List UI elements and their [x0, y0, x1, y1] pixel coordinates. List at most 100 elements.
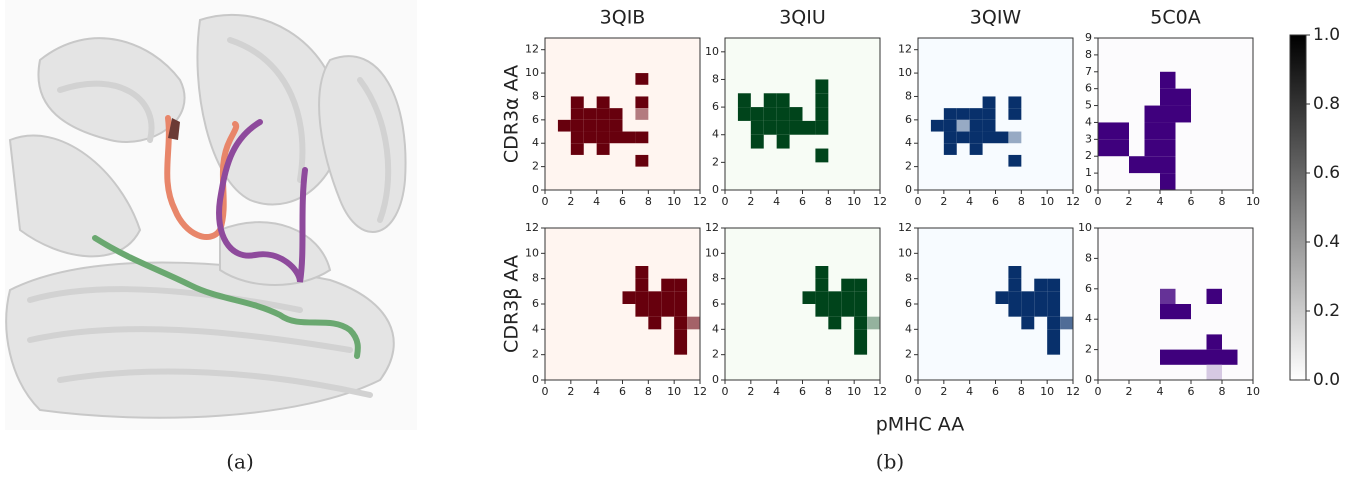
x-tick-label: 4	[773, 385, 780, 398]
x-tick-label: 6	[619, 385, 626, 398]
colorbar	[1289, 34, 1307, 381]
heatmap-cell	[841, 291, 855, 304]
heatmap-cell	[596, 119, 610, 132]
y-tick-label: 10	[705, 45, 719, 58]
heatmap-cell	[1175, 105, 1191, 123]
y-tick-label: 8	[712, 72, 719, 85]
heatmap-cell	[1034, 291, 1048, 304]
heatmap-cell	[802, 120, 816, 135]
heatmap-cell	[609, 119, 623, 132]
heatmap-cell	[1206, 288, 1222, 304]
heatmap-cell	[674, 291, 688, 304]
x-tick-label: 2	[747, 385, 754, 398]
heatmap-cell	[802, 291, 816, 304]
y-tick-label: 7	[1085, 65, 1092, 78]
plot-frame	[1097, 37, 1254, 191]
heatmap-cell	[570, 119, 584, 132]
y-tick-label: 6	[532, 113, 539, 126]
heatmap-cell	[1160, 71, 1176, 89]
x-tick-label: 10	[1040, 385, 1054, 398]
heatmap-cell	[635, 266, 649, 279]
x-tick-label: 8	[1219, 195, 1226, 208]
x-tick-label: 12	[693, 385, 707, 398]
y-tick-label: 12	[898, 221, 912, 234]
heatmap-cell	[661, 278, 675, 292]
heatmap-cell	[776, 120, 790, 135]
heatmap-cell	[828, 291, 842, 304]
x-tick-label: 8	[1018, 195, 1025, 208]
y-tick-label: 2	[905, 160, 912, 173]
panel-title: 3QIU	[779, 7, 826, 29]
heatmap-cell	[1160, 88, 1176, 106]
y-tick-label: 2	[905, 348, 912, 361]
x-tick-label: 4	[1157, 195, 1164, 208]
y-tick-label: 6	[905, 113, 912, 126]
heatmap-cell	[1160, 349, 1176, 365]
heatmap-cell	[1034, 304, 1048, 317]
y-axis-label: CDR3β AA	[501, 255, 523, 353]
heatmap-cell	[1047, 304, 1061, 317]
x-tick-label: 8	[645, 385, 652, 398]
heatmap-cell	[828, 316, 842, 330]
heatmap-cell	[635, 154, 649, 167]
heatmap-cell	[661, 291, 675, 304]
x-tick-label: 12	[1066, 385, 1080, 398]
y-tick-label: 2	[532, 348, 539, 361]
heatmap-cell	[1144, 156, 1160, 174]
heatmap-cell	[828, 304, 842, 317]
y-tick-label: 5	[1085, 99, 1092, 112]
y-tick-label: 4	[532, 136, 539, 149]
x-tick-label: 2	[567, 195, 574, 208]
y-tick-label: 0	[532, 183, 539, 196]
heatmap-cell	[841, 278, 855, 292]
protein-render	[5, 0, 417, 430]
y-tick-label: 8	[905, 272, 912, 285]
heatmap-cell	[635, 73, 649, 85]
heatmap-cell	[776, 93, 790, 108]
y-tick-label: 8	[1085, 48, 1092, 61]
heatmap-cell	[995, 131, 1009, 144]
y-tick-label: 4	[1085, 312, 1092, 325]
x-tick-label: 4	[966, 385, 973, 398]
x-tick-label: 8	[1219, 385, 1226, 398]
x-tick-label: 6	[992, 195, 999, 208]
y-tick-label: 4	[905, 136, 912, 149]
y-tick-label: 2	[1085, 343, 1092, 356]
x-tick-label: 0	[542, 195, 549, 208]
heatmap-cell	[661, 304, 675, 317]
y-tick-label: 9	[1085, 31, 1092, 44]
heatmap-cell	[1160, 105, 1176, 123]
x-tick-label: 6	[799, 385, 806, 398]
x-axis-label: pMHC AA	[876, 414, 965, 436]
y-tick-label: 6	[1085, 82, 1092, 95]
panel-title: 3QIB	[600, 7, 646, 29]
heatmap-cell	[635, 131, 649, 144]
heatmap-cell	[1160, 288, 1176, 304]
heatmap-cell	[969, 108, 983, 120]
heatmap-cell	[750, 120, 764, 135]
x-tick-label: 12	[873, 195, 887, 208]
y-tick-label: 0	[1085, 183, 1092, 196]
heatmap-cell	[1008, 154, 1022, 167]
y-tick-label: 1	[1085, 166, 1092, 179]
x-tick-label: 0	[1095, 385, 1102, 398]
heatmap-cell	[596, 131, 610, 144]
heatmap-cell	[1098, 139, 1114, 157]
heatmap-cell	[1175, 88, 1191, 106]
heatmap-cell	[1008, 304, 1022, 317]
y-axis-label: CDR3α AA	[501, 65, 523, 163]
y-tick-label: 12	[525, 221, 539, 234]
y-tick-label: 4	[905, 322, 912, 335]
heatmap-cell	[1144, 139, 1160, 157]
heatmap-cell	[609, 131, 623, 144]
heatmap-cell	[956, 108, 970, 120]
heatmap-cell	[1144, 105, 1160, 123]
y-tick-label: 4	[712, 322, 719, 335]
heatmap-cell	[1113, 122, 1129, 140]
y-tick-label: 2	[532, 160, 539, 173]
heatmap-cell	[815, 291, 829, 304]
y-tick-label: 6	[905, 297, 912, 310]
x-tick-label: 2	[747, 195, 754, 208]
x-tick-label: 10	[1246, 195, 1260, 208]
heatmap-cell	[815, 107, 829, 121]
